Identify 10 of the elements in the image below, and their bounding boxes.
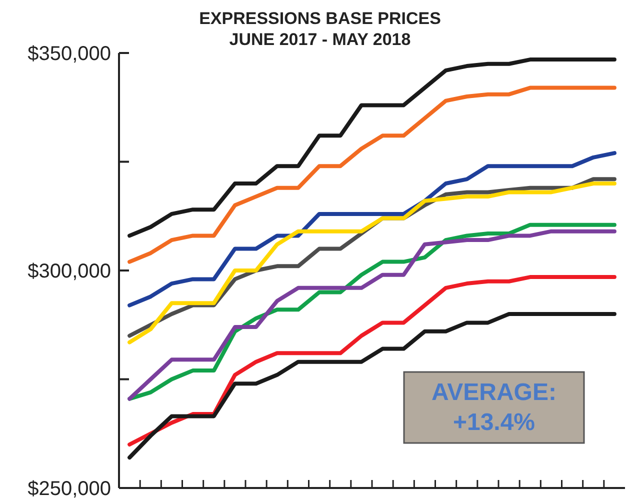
line-series [128, 312, 616, 460]
line-series [128, 86, 616, 264]
chart-title: EXPRESSIONS BASE PRICES [199, 9, 441, 28]
y-tick-label: $300,000 [28, 260, 111, 282]
line-series [128, 58, 616, 238]
line-series [128, 151, 616, 308]
y-tick-label: $350,000 [28, 43, 111, 65]
annotation: AVERAGE: +13.4% [432, 379, 556, 436]
y-tick-label: $250,000 [28, 478, 111, 499]
chart-subtitle: JUNE 2017 - MAY 2018 [229, 30, 411, 49]
